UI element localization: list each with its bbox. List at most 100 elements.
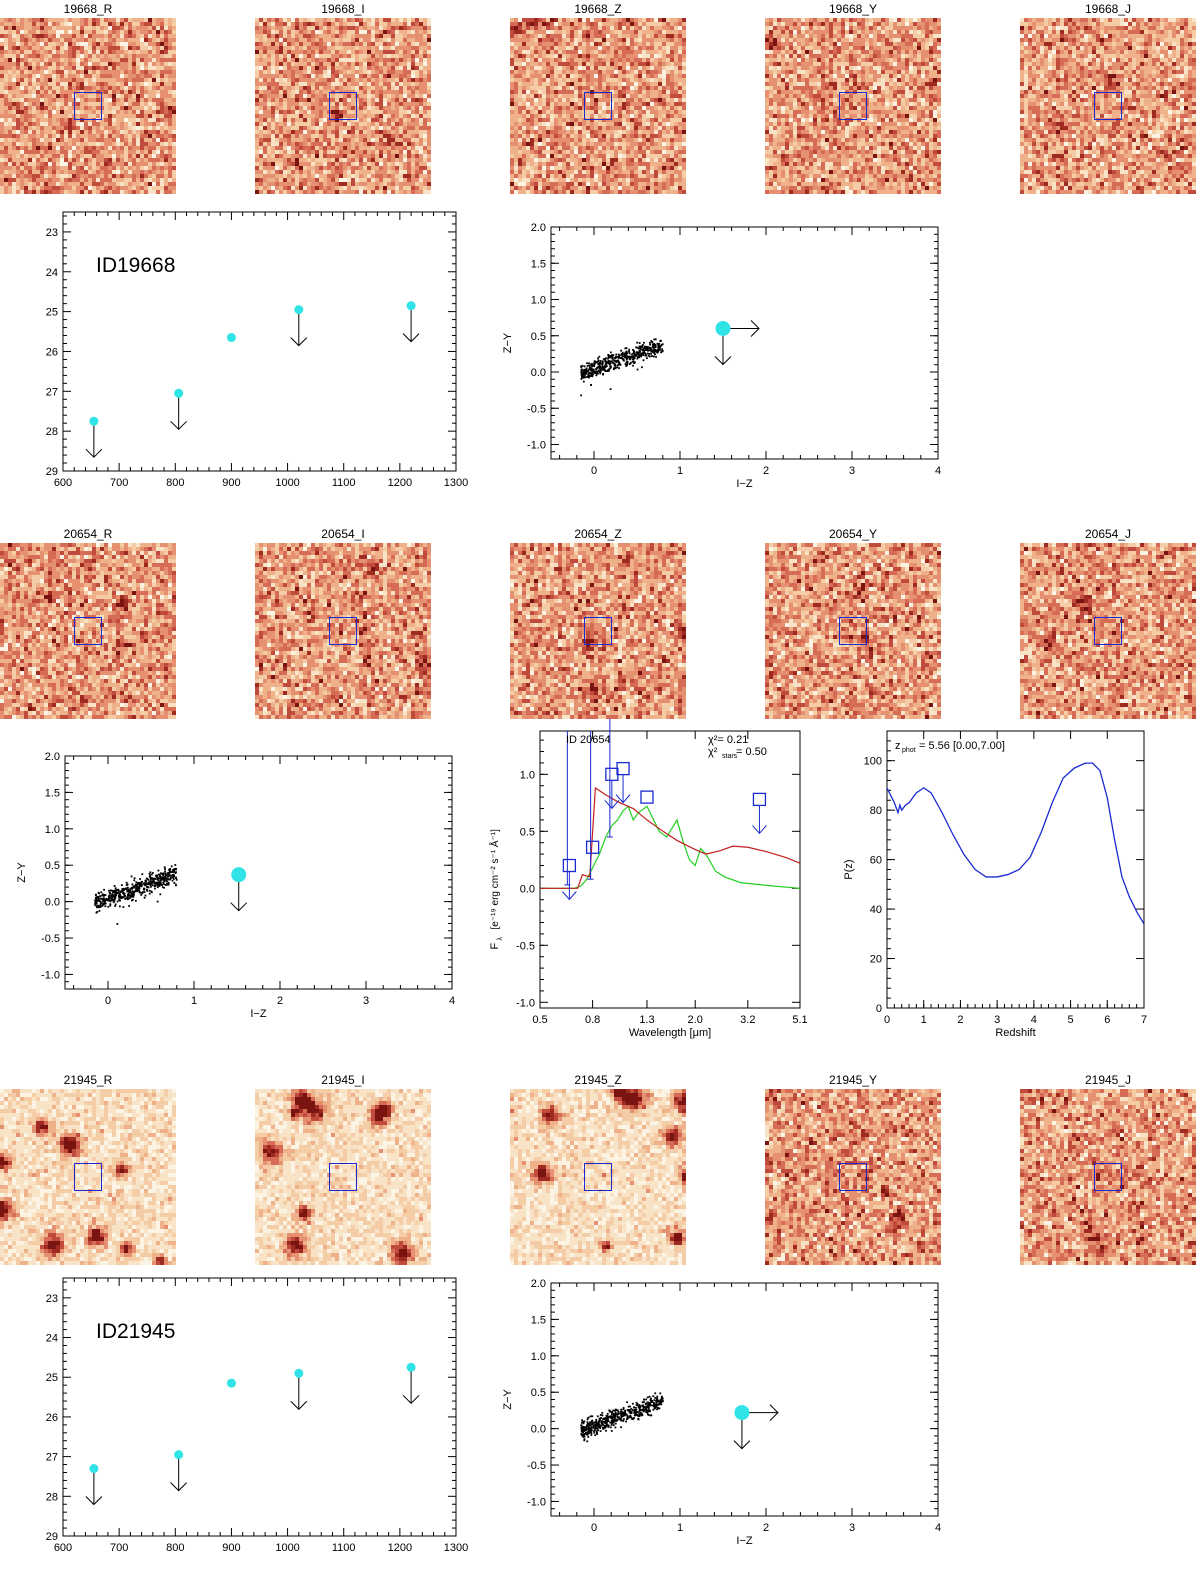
- star-point: [634, 1408, 636, 1411]
- chi2-stars-sub: stars: [722, 753, 738, 760]
- star-point: [635, 346, 638, 349]
- star-point: [653, 1406, 656, 1409]
- star-point: [623, 356, 626, 359]
- photometry-point: [89, 1464, 99, 1474]
- star-point: [617, 363, 620, 366]
- star-point: [636, 1403, 639, 1405]
- star-point: [635, 354, 637, 357]
- star-point: [115, 894, 118, 896]
- star-point: [656, 1395, 659, 1398]
- star-point: [583, 1434, 586, 1437]
- star-point: [161, 873, 164, 876]
- star-point: [580, 394, 583, 397]
- star-point: [644, 347, 647, 349]
- stamp-title: 20654_J: [1084, 527, 1132, 541]
- star-point: [590, 372, 592, 375]
- star-point: [609, 365, 612, 368]
- source-point: [231, 867, 247, 883]
- y-tick-label: 24: [46, 267, 58, 279]
- sed-photometry-box: [605, 767, 619, 781]
- stamp-title: 20654_Y: [828, 527, 878, 541]
- star-point: [638, 356, 641, 359]
- y-tick-label: 1.0: [531, 295, 546, 307]
- star-point: [642, 354, 645, 357]
- star-point: [114, 887, 117, 890]
- star-point: [583, 1432, 586, 1435]
- x-tick-label: 0: [591, 465, 597, 477]
- star-point: [159, 879, 162, 882]
- x-tick-label: 0.5: [532, 1014, 547, 1026]
- star-point: [597, 357, 599, 360]
- star-point: [622, 1420, 625, 1422]
- star-point: [594, 361, 597, 364]
- x-tick-label: 2: [277, 995, 283, 1007]
- star-point: [611, 355, 614, 358]
- x-tick-label: 2: [763, 1522, 769, 1534]
- x-tick-label: 1300: [444, 1542, 468, 1554]
- star-point: [580, 371, 583, 374]
- star-point: [149, 876, 152, 879]
- star-point: [630, 1407, 633, 1410]
- star-point: [624, 1409, 626, 1412]
- star-point: [159, 872, 162, 875]
- star-point: [587, 373, 590, 376]
- star-point: [116, 900, 119, 903]
- star-point: [166, 873, 169, 876]
- star-point: [608, 355, 611, 358]
- star-point: [156, 881, 159, 884]
- star-point: [146, 888, 148, 891]
- star-point: [586, 370, 588, 373]
- star-point: [646, 1411, 649, 1414]
- star-point: [611, 1418, 614, 1421]
- star-point: [626, 1417, 629, 1420]
- star-point: [620, 1426, 622, 1429]
- star-point: [158, 880, 161, 883]
- y-tick-label: -1.0: [527, 440, 546, 452]
- y-tick-label: 28: [46, 426, 58, 438]
- star-point: [653, 343, 655, 346]
- star-point: [598, 1420, 601, 1423]
- star-point: [625, 351, 628, 354]
- pz-curve: [886, 762, 1145, 925]
- star-point: [172, 873, 175, 876]
- stamp-image: [255, 18, 431, 194]
- star-point: [96, 898, 98, 901]
- star-point: [643, 1406, 646, 1408]
- star-point: [580, 370, 583, 373]
- star-point: [583, 1420, 586, 1423]
- star-point: [127, 894, 130, 897]
- star-point: [99, 903, 102, 906]
- stamp-title: 21945_Y: [828, 1073, 878, 1087]
- x-tick-label: 900: [222, 1542, 240, 1554]
- y-tick-label: 80: [870, 805, 882, 817]
- star-point: [601, 1411, 604, 1414]
- star-point: [107, 898, 110, 901]
- star-point: [587, 1427, 590, 1429]
- star-point: [95, 899, 98, 902]
- star-point: [94, 901, 97, 904]
- star-point: [581, 1428, 584, 1431]
- star-point: [150, 883, 153, 885]
- star-point: [650, 1400, 653, 1402]
- star-point: [102, 895, 105, 897]
- star-point: [173, 875, 176, 878]
- star-point: [657, 350, 660, 352]
- star-point: [604, 365, 607, 368]
- x-tick-label: 600: [54, 477, 72, 489]
- star-point: [589, 1423, 592, 1426]
- star-point: [620, 349, 623, 352]
- star-point: [586, 1423, 589, 1426]
- star-point: [649, 343, 652, 346]
- star-point: [593, 362, 596, 365]
- star-point: [638, 1406, 641, 1409]
- star-point: [138, 886, 141, 889]
- star-point: [655, 1405, 658, 1407]
- star-point: [646, 348, 649, 351]
- star-point: [654, 345, 657, 348]
- star-point: [580, 1430, 583, 1433]
- color-panel-20654: 0 1 2 3 4 -1.0 -0.5 0.0 0.5 1.0 1.5 2.0 I−Z Z−Y: [16, 751, 455, 1020]
- star-point: [129, 887, 132, 890]
- star-point: [594, 1424, 597, 1427]
- star-point: [581, 1420, 584, 1423]
- y-tick-label: 0.0: [45, 897, 60, 909]
